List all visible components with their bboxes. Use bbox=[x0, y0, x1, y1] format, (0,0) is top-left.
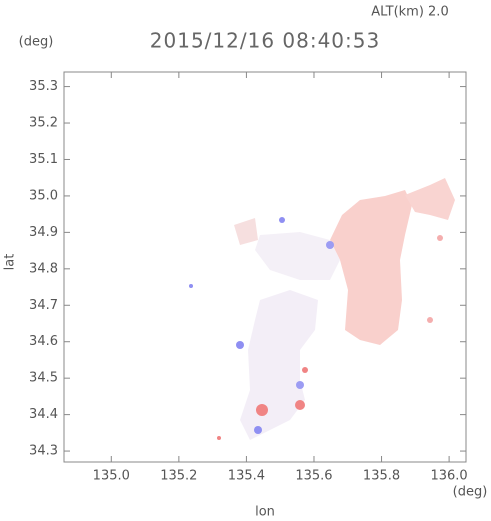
x-tick-label: 135.2 bbox=[160, 469, 197, 484]
plot-frame bbox=[63, 71, 467, 463]
y-tick-label: 35.3 bbox=[29, 79, 58, 94]
x-unit: (deg) bbox=[453, 485, 488, 500]
radar-echo bbox=[189, 178, 455, 440]
x-tick-label: 135.4 bbox=[228, 469, 265, 484]
y-tick-label: 34.6 bbox=[29, 334, 58, 349]
y-tick-label: 35.2 bbox=[29, 116, 58, 131]
y-tick-label: 34.7 bbox=[29, 298, 58, 313]
y-tick-label: 34.4 bbox=[29, 407, 58, 422]
y-axis-label: lat bbox=[3, 254, 18, 271]
chart-title: 2015/12/16 08:40:53 bbox=[150, 29, 380, 53]
y-tick-label: 35.0 bbox=[29, 188, 58, 203]
y-tick-label: 34.3 bbox=[29, 444, 58, 459]
x-tick-label: 135.6 bbox=[295, 469, 332, 484]
y-tick-label: 35.1 bbox=[29, 152, 58, 167]
x-axis-label: lon bbox=[255, 505, 275, 520]
y-tick-label: 34.5 bbox=[29, 371, 58, 386]
y-unit: (deg) bbox=[19, 35, 54, 50]
x-tick-label: 136.0 bbox=[430, 469, 467, 484]
y-tick-label: 34.9 bbox=[29, 225, 58, 240]
x-tick-label: 135.8 bbox=[363, 469, 400, 484]
y-tick-label: 34.8 bbox=[29, 261, 58, 276]
x-tick-label: 135.0 bbox=[93, 469, 130, 484]
altitude-label: ALT(km) 2.0 bbox=[371, 5, 448, 20]
